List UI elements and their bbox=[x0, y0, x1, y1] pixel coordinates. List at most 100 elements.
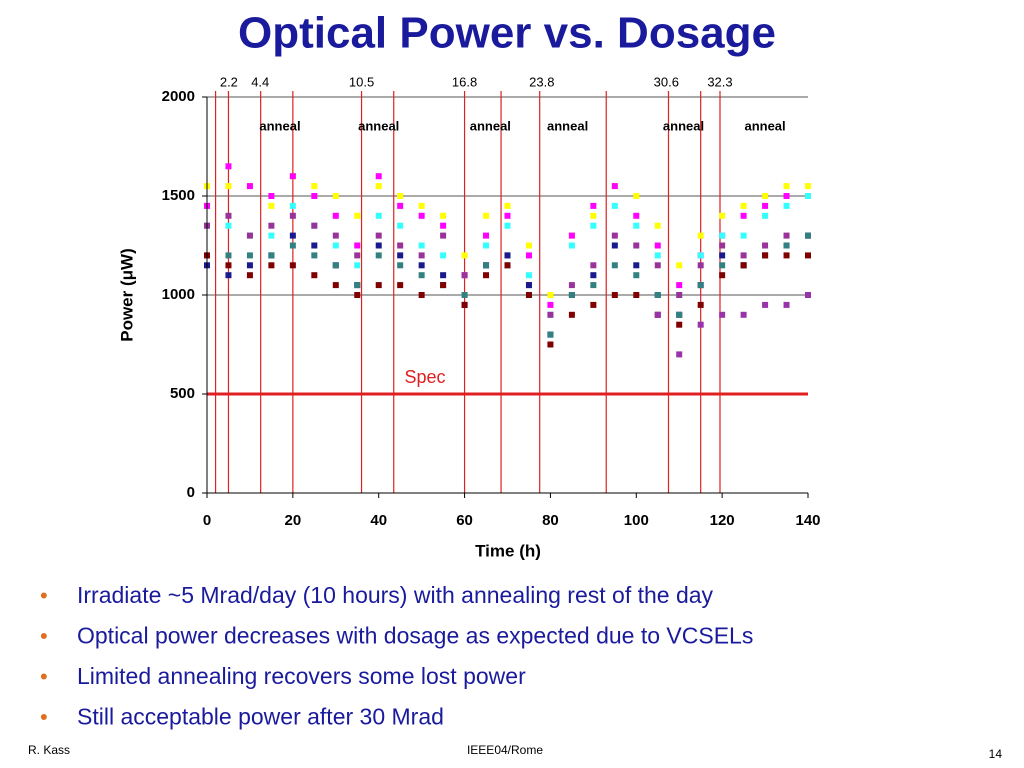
data-point bbox=[397, 252, 404, 259]
data-point bbox=[397, 262, 404, 269]
anneal-label: anneal bbox=[663, 118, 704, 133]
data-point bbox=[740, 212, 747, 219]
data-point bbox=[590, 212, 597, 219]
data-point bbox=[332, 232, 339, 239]
bullet-text: Limited annealing recovers some lost pow… bbox=[77, 663, 526, 689]
data-point bbox=[418, 242, 425, 249]
dose-label: 23.8 bbox=[529, 74, 554, 89]
data-point bbox=[762, 252, 769, 259]
dose-label: 30.6 bbox=[654, 74, 679, 89]
y-tick-label: 500 bbox=[170, 385, 195, 402]
data-point bbox=[654, 222, 661, 229]
dose-label: 10.5 bbox=[349, 74, 374, 89]
anneal-label: anneal bbox=[259, 118, 300, 133]
anneal-label: anneal bbox=[358, 118, 399, 133]
data-point bbox=[483, 242, 490, 249]
data-point bbox=[504, 222, 511, 229]
y-tick-label: 0 bbox=[187, 484, 195, 501]
data-point bbox=[697, 282, 704, 289]
data-point bbox=[654, 292, 661, 298]
y-tick-label: 1500 bbox=[162, 187, 195, 204]
data-point bbox=[783, 232, 790, 239]
dose-label: 32.3 bbox=[707, 74, 732, 89]
data-point bbox=[740, 232, 747, 239]
data-point bbox=[590, 202, 597, 209]
x-tick-label: 120 bbox=[710, 512, 735, 529]
data-point bbox=[783, 252, 790, 259]
x-tick-label: 20 bbox=[285, 512, 302, 529]
data-point bbox=[461, 301, 468, 308]
x-tick-label: 80 bbox=[542, 512, 559, 529]
data-point bbox=[440, 232, 447, 239]
data-point bbox=[762, 202, 769, 209]
data-point bbox=[375, 252, 382, 259]
footer-left: R. Kass bbox=[28, 743, 70, 757]
data-point bbox=[719, 232, 726, 239]
data-point bbox=[504, 252, 511, 259]
data-point bbox=[289, 232, 296, 239]
data-point bbox=[740, 252, 747, 259]
data-point bbox=[525, 252, 532, 259]
data-point bbox=[654, 252, 661, 259]
data-point bbox=[547, 341, 554, 348]
data-point bbox=[246, 252, 253, 259]
data-point bbox=[225, 252, 232, 259]
dose-label: 4.4 bbox=[251, 74, 269, 89]
data-point bbox=[311, 222, 318, 229]
data-point bbox=[246, 232, 253, 239]
data-point bbox=[611, 232, 618, 239]
y-tick-label: 1000 bbox=[162, 286, 195, 303]
data-point bbox=[268, 222, 275, 229]
data-point bbox=[611, 292, 618, 298]
data-point bbox=[676, 311, 683, 318]
data-point bbox=[311, 193, 318, 199]
data-point bbox=[311, 272, 318, 279]
data-point bbox=[525, 282, 532, 289]
data-point bbox=[289, 212, 296, 219]
data-point bbox=[590, 301, 597, 308]
bullet-text: Optical power decreases with dosage as e… bbox=[77, 623, 753, 649]
data-point bbox=[375, 242, 382, 249]
data-point bbox=[375, 232, 382, 239]
data-point bbox=[611, 202, 618, 209]
data-point bbox=[268, 232, 275, 239]
data-point bbox=[354, 292, 361, 298]
data-point bbox=[719, 272, 726, 279]
data-point bbox=[332, 262, 339, 269]
data-point bbox=[289, 242, 296, 249]
data-point bbox=[375, 183, 382, 190]
data-point bbox=[225, 183, 232, 190]
data-point bbox=[440, 282, 447, 289]
data-point bbox=[697, 301, 704, 308]
data-point bbox=[525, 272, 532, 279]
data-point bbox=[354, 242, 361, 249]
data-point bbox=[547, 311, 554, 318]
data-point bbox=[783, 193, 790, 199]
bullet-marker: • bbox=[40, 583, 48, 608]
data-point bbox=[525, 292, 532, 298]
data-point bbox=[590, 272, 597, 279]
x-tick-label: 40 bbox=[370, 512, 387, 529]
data-point bbox=[332, 212, 339, 219]
data-point bbox=[483, 262, 490, 269]
data-point bbox=[568, 232, 575, 239]
data-point bbox=[483, 212, 490, 219]
data-point bbox=[762, 242, 769, 249]
data-point bbox=[719, 311, 726, 318]
data-point bbox=[311, 252, 318, 259]
anneal-label: anneal bbox=[470, 118, 511, 133]
data-point bbox=[719, 262, 726, 269]
data-point bbox=[719, 252, 726, 259]
data-point bbox=[418, 212, 425, 219]
data-point bbox=[568, 282, 575, 289]
data-point bbox=[697, 252, 704, 259]
data-point bbox=[719, 212, 726, 219]
data-point bbox=[440, 272, 447, 279]
bullet-marker: • bbox=[40, 704, 48, 729]
data-point bbox=[461, 292, 468, 298]
data-point bbox=[654, 311, 661, 318]
data-point bbox=[697, 321, 704, 328]
x-axis-title: Time (h) bbox=[475, 541, 541, 560]
bullet-marker: • bbox=[40, 664, 48, 689]
